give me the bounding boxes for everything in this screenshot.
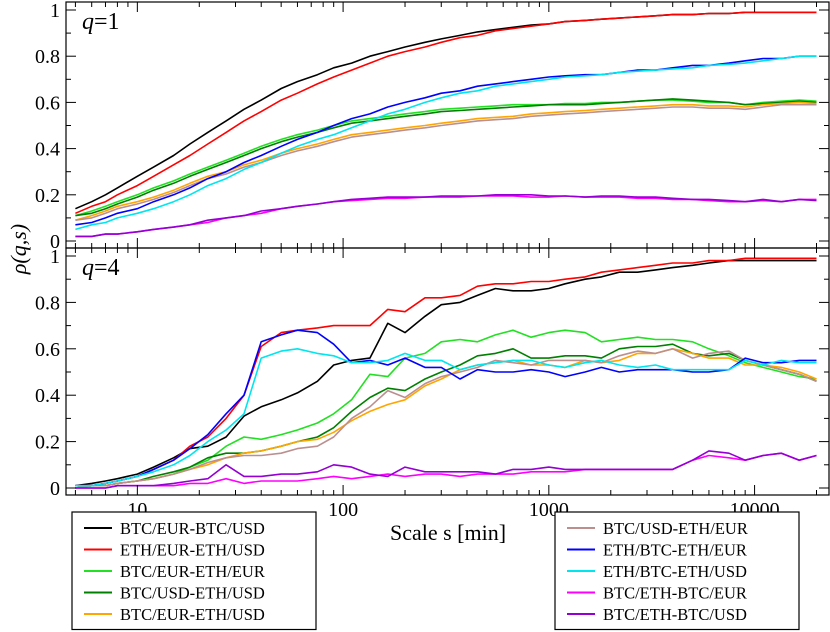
series-line-btc-eth-btc-usd — [75, 450, 817, 489]
legend-label: ETH/BTC-ETH/EUR — [603, 541, 747, 560]
series-line-eth-btc-eth-usd — [75, 347, 817, 487]
y-tick-label: 0.8 — [35, 292, 60, 314]
legend-label: BTC/EUR-BTC/USD — [120, 519, 265, 538]
x-tick-label: 100 — [328, 499, 358, 521]
series-line-btc-usd-eth-usd — [75, 343, 817, 489]
y-tick-label: 0.6 — [35, 92, 60, 114]
series-line-btc-eth-btc-eur — [75, 195, 817, 238]
legend-label: BTC/USD-ETH/EUR — [603, 519, 748, 538]
y-tick-label: 0.4 — [35, 385, 60, 407]
series-line-btc-eur-eth-eur — [75, 99, 817, 217]
series-line-btc-usd-eth-eur — [75, 103, 817, 221]
y-tick-label: 0.2 — [35, 185, 60, 207]
y-tick-label: 0 — [50, 231, 60, 253]
series-line-btc-usd-eth-usd — [75, 98, 817, 217]
legend-box — [554, 511, 800, 631]
legend-label: BTC/ETH-BTC/EUR — [603, 584, 747, 603]
legend-label: BTC/ETH-BTC/USD — [603, 605, 747, 624]
legend-label: BTC/EUR-ETH/USD — [120, 605, 265, 624]
panel-label: q=4 — [82, 255, 120, 281]
legend-right: BTC/USD-ETH/EUR ETH/BTC-ETH/EUR ETH/BTC-ET… — [554, 511, 800, 631]
series-line-btc-eur-eth-usd — [75, 101, 817, 221]
legend-label: ETH/BTC-ETH/USD — [603, 562, 747, 581]
panel-label: q=1 — [82, 9, 120, 35]
y-tick-label: 0.2 — [35, 432, 60, 454]
series-line-eth-btc-eth-eur — [75, 55, 817, 226]
series-line-eth-btc-eth-eur — [75, 329, 817, 487]
y-tick-label: 0.4 — [35, 139, 60, 161]
y-tick-label: 1 — [50, 246, 60, 268]
legend-label: ETH/EUR-ETH/USD — [120, 541, 265, 560]
series-line-btc-usd-eth-eur — [75, 347, 817, 489]
x-axis-title: Scale s [min] — [390, 520, 506, 545]
y-tick-label: 0 — [50, 478, 60, 500]
series-line-eth-btc-eth-usd — [75, 55, 817, 231]
legend-label: BTC/EUR-ETH/EUR — [120, 562, 265, 581]
panel-q4: 0 0.2 0.4 0.6 0.8 1 q=4 — [35, 246, 830, 500]
series-line-btc-eth-btc-usd — [75, 194, 817, 238]
legend-box — [71, 511, 317, 631]
series-line-eth-eur-eth-usd — [75, 11, 817, 215]
y-tick-label: 1 — [50, 0, 60, 22]
panel-q1: 0 0.2 0.4 0.6 0.8 1 q=1 — [35, 0, 830, 253]
y-axis-title: ρ(q,s) — [6, 224, 31, 275]
series-line-eth-eur-eth-usd — [75, 257, 817, 487]
legend-label: BTC/USD-ETH/USD — [120, 584, 265, 603]
y-tick-label: 0.6 — [35, 339, 60, 361]
y-tick-label: 0.8 — [35, 46, 60, 68]
legend-left: BTC/EUR-BTC/USD ETH/EUR-ETH/USD BTC/EUR-ET… — [71, 511, 317, 631]
